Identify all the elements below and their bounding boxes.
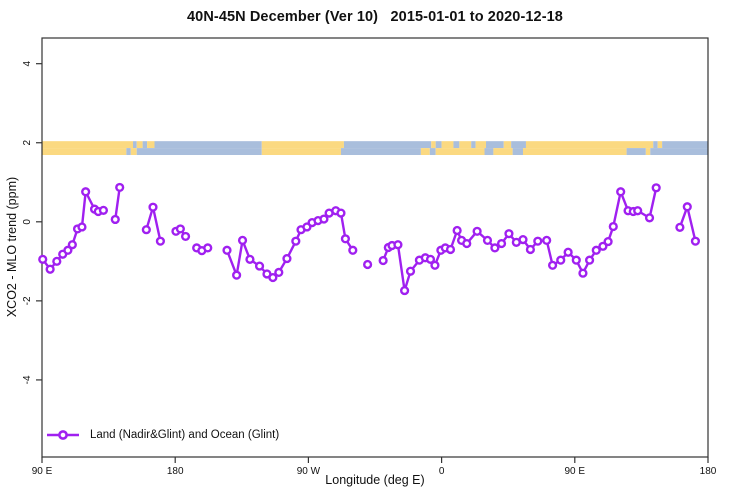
- data-point: [482, 235, 493, 245]
- data-point: [578, 268, 588, 278]
- data-point: [254, 261, 265, 271]
- data-point: [591, 245, 601, 255]
- data-point: [63, 245, 73, 255]
- legend: Land (Nadir&Glint) and Ocean (Glint): [45, 429, 279, 441]
- y-tick-label: -2: [22, 296, 33, 305]
- data-point: [110, 214, 120, 225]
- data-point: [563, 247, 573, 257]
- data-point: [525, 244, 536, 255]
- data-point: [452, 225, 462, 236]
- data-point: [598, 241, 608, 251]
- y-tick-label: 0: [22, 219, 33, 225]
- data-point: [52, 256, 62, 266]
- data-point: [148, 202, 158, 212]
- data-point: [571, 255, 581, 265]
- data-point: [496, 238, 507, 249]
- data-point: [425, 254, 436, 264]
- y-axis-title: XCO2 - MLO trend (ppm): [5, 176, 19, 318]
- data-point: [616, 187, 626, 197]
- data-point: [405, 266, 416, 276]
- legend-label: Land (Nadir&Glint) and Ocean (Glint): [90, 429, 280, 441]
- data-point: [274, 267, 284, 278]
- data-point: [556, 255, 566, 265]
- data-point: [203, 243, 213, 253]
- data-point: [237, 235, 248, 245]
- x-tick-label: 90 E: [565, 466, 586, 477]
- data-point: [378, 255, 388, 266]
- x-axis-title: Longitude (deg E): [325, 473, 425, 487]
- data-point: [675, 222, 685, 232]
- data-point: [490, 243, 500, 253]
- data-point: [268, 272, 278, 283]
- data-point: [462, 238, 472, 249]
- data-point: [319, 214, 329, 224]
- y-tick-label: -4: [22, 375, 33, 384]
- y-axis-ticks: -4 -2 0 2 4: [22, 60, 42, 384]
- data-point: [518, 234, 528, 245]
- data-point: [175, 224, 185, 234]
- data-point: [141, 225, 151, 235]
- data-point: [180, 231, 191, 242]
- data-point: [547, 260, 558, 270]
- x-axis-ticks: 90 E 180 90 W 0 90 E 180: [32, 457, 717, 477]
- data-point: [222, 245, 232, 255]
- data-point: [115, 182, 125, 193]
- data-point: [608, 221, 618, 232]
- data-point: [651, 183, 661, 193]
- data-point: [232, 270, 242, 280]
- data-point: [504, 229, 514, 239]
- map-band: [42, 141, 708, 156]
- data-point: [67, 240, 77, 250]
- data-point: [340, 234, 351, 244]
- data-point: [603, 236, 613, 247]
- data-point: [400, 285, 410, 296]
- data-point: [542, 235, 552, 245]
- data-point: [682, 202, 692, 212]
- data-point: [445, 244, 456, 255]
- data-point: [245, 254, 255, 264]
- data-point: [690, 236, 701, 246]
- x-tick-label: 0: [439, 466, 445, 477]
- data-point: [533, 236, 543, 246]
- series-marker-icon: [47, 430, 79, 440]
- data-point: [45, 264, 55, 274]
- y-tick-label: 2: [22, 140, 33, 146]
- data-point: [155, 236, 166, 246]
- x-tick-label: 180: [700, 466, 717, 477]
- plot-border: [41, 37, 709, 458]
- y-tick-label: 4: [22, 60, 33, 66]
- data-point: [430, 260, 440, 270]
- data-point: [291, 236, 301, 246]
- data-point: [77, 222, 87, 232]
- data-point: [393, 240, 403, 250]
- data-point: [584, 255, 595, 265]
- data-point: [282, 253, 292, 264]
- data-point: [472, 226, 482, 236]
- data-point: [81, 187, 91, 197]
- data-point: [633, 206, 643, 216]
- data-point: [644, 213, 655, 223]
- x-tick-label: 90 E: [32, 466, 53, 477]
- data-point: [98, 205, 109, 215]
- data-series: [38, 182, 701, 296]
- chart-title: 40N-45N December (Ver 10) 2015-01-01 to …: [187, 9, 563, 25]
- data-point: [363, 259, 373, 270]
- data-point: [38, 254, 48, 264]
- data-point: [336, 208, 346, 218]
- data-point: [348, 245, 358, 255]
- x-tick-label: 180: [167, 466, 184, 477]
- x-tick-label: 90 W: [297, 466, 321, 477]
